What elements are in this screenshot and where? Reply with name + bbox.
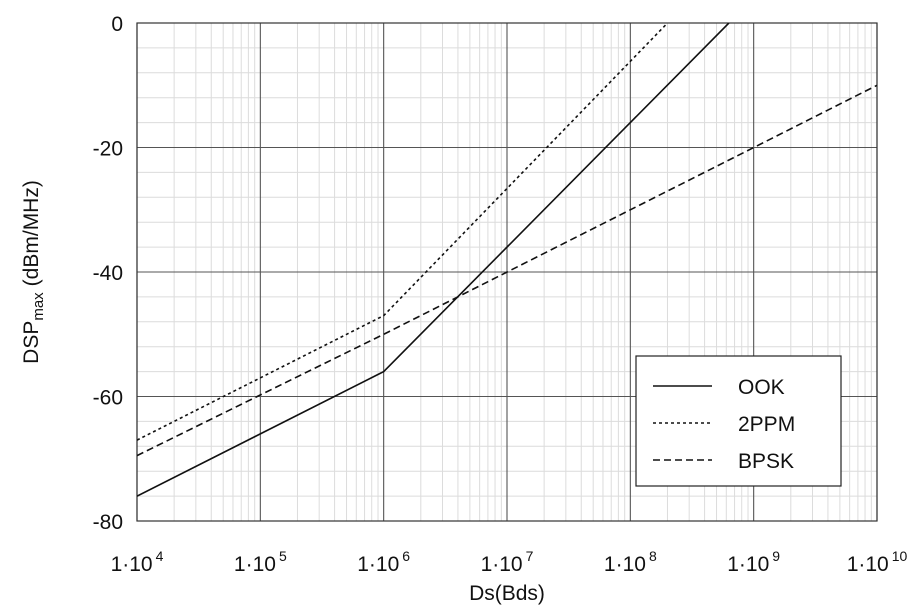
series-line-bpsk: [137, 84, 877, 457]
legend-label-2ppm: 2PPM: [738, 413, 795, 436]
x-tick-label: 1·10 9: [727, 548, 780, 576]
legend-label-bpsk: BPSK: [738, 450, 794, 473]
y-axis-title-subscript: max: [30, 292, 47, 321]
x-tick-label: 1·10 7: [481, 548, 534, 576]
legend-box: [635, 355, 842, 487]
x-tick-label: 1·10 6: [357, 548, 410, 576]
series-lines: [137, 23, 877, 497]
legend-label-ook: OOK: [738, 376, 785, 399]
x-tick-label: 1·10 10: [847, 548, 908, 576]
x-axis-title: Ds(Bds): [469, 582, 545, 605]
x-tick-labels: 1·10 4 1·10 5 1·10 6 1·10 7 1·10 8 1·10 9 1·10 10: [111, 548, 908, 576]
x-tick-label: 1·10 8: [604, 548, 657, 576]
y-axis-title-unit: (dBm/MHz): [20, 180, 43, 286]
x-tick-label: 1·10 5: [234, 548, 287, 576]
y-tick-label: -40: [93, 262, 123, 285]
y-axis-title-main: DSP: [20, 321, 43, 364]
y-tick-labels: 0 -20 -40 -60 -80: [93, 13, 123, 534]
y-tick-label: -20: [93, 138, 123, 161]
legend: OOK 2PPM BPSK: [635, 355, 842, 487]
x-tick-label: 1·10 4: [111, 548, 164, 576]
plot-frame: [136, 22, 878, 522]
y-tick-label: -80: [93, 511, 123, 534]
y-tick-label: 0: [111, 13, 123, 36]
y-tick-label: -60: [93, 387, 123, 410]
series-line-2ppm: [137, 23, 669, 441]
series-line-ook: [137, 23, 730, 497]
y-axis-title: DSPmax (dBm/MHz): [20, 180, 47, 364]
